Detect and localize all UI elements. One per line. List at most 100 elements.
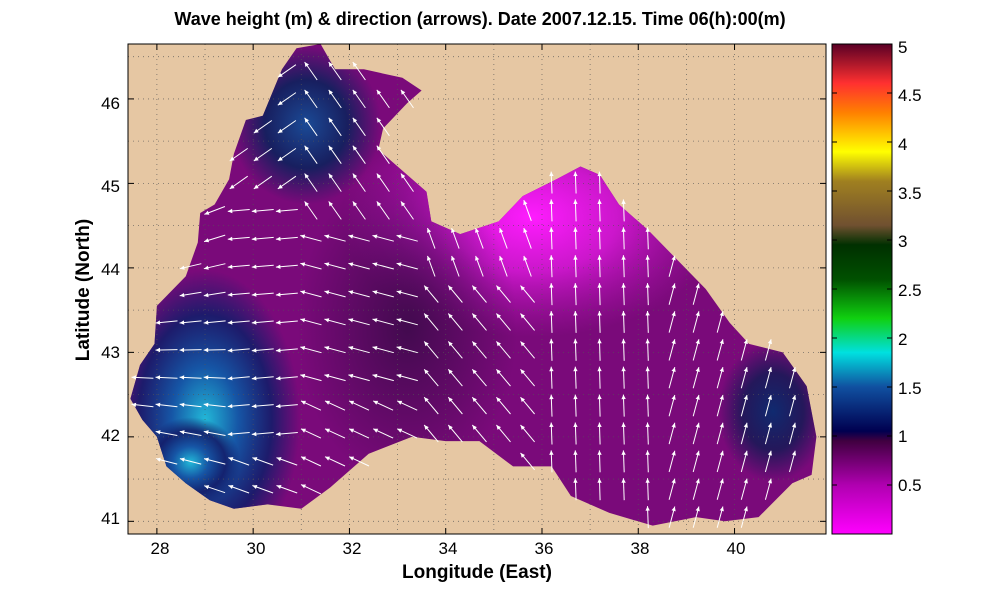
wave-arrow (251, 348, 274, 353)
wave-arrow (645, 227, 650, 250)
wave-arrow (447, 396, 463, 415)
wave-arrow (716, 478, 724, 500)
wave-arrow (400, 89, 414, 109)
wave-arrow (352, 173, 366, 192)
wave-arrow (597, 366, 602, 389)
wave-arrow (471, 313, 487, 331)
wave-arrow (668, 339, 676, 361)
colorbar-ticks (832, 43, 892, 486)
wave-arrow (277, 64, 297, 78)
wave-arrow (203, 291, 226, 298)
colorbar-tick-label: 5 (898, 38, 908, 57)
x-tick-label: 32 (342, 539, 362, 558)
wave-arrow (396, 428, 418, 439)
wave-arrow (348, 400, 370, 411)
colorbar-tick-label: 1.5 (898, 379, 922, 398)
wave-arrow (621, 255, 626, 278)
wave-arrow (396, 373, 418, 382)
wave-arrow (668, 422, 676, 445)
wave-arrow (253, 147, 273, 162)
wave-arrow (275, 292, 298, 297)
wave-arrow (573, 310, 578, 333)
wave-arrow (204, 206, 226, 215)
wave-arrow (597, 171, 602, 194)
plot-frame (127, 43, 827, 535)
wave-arrow (716, 450, 724, 473)
wave-arrow (716, 311, 724, 333)
wave-arrow (764, 394, 772, 417)
x-tick-label: 40 (726, 539, 746, 558)
wave-arrow (304, 89, 318, 109)
wave-arrow (427, 255, 436, 277)
wave-arrow (692, 506, 700, 528)
wave-arrow (376, 173, 390, 192)
wave-arrow (300, 456, 322, 467)
wave-arrow (499, 255, 508, 277)
wave-arrow (179, 263, 202, 270)
y-tick-label: 46 (101, 94, 120, 113)
wave-arrow (324, 234, 346, 242)
wave-arrow (300, 400, 322, 411)
wave-arrow (227, 404, 250, 409)
wave-arrow (645, 310, 650, 333)
wave-arrow (324, 400, 346, 411)
wave-arrow (471, 368, 487, 387)
wave-arrow (155, 320, 178, 325)
wave-arrow (645, 450, 650, 473)
wave-arrow (764, 478, 772, 500)
wave-arrow (621, 478, 626, 501)
wave-arrow (597, 394, 602, 417)
wave-arrow (253, 120, 273, 134)
wave-arrow (692, 311, 700, 333)
wave-arrow (324, 262, 346, 270)
wave-arrow (496, 424, 511, 443)
wave-arrow (227, 264, 250, 269)
wave-arrow (251, 404, 274, 409)
wave-arrow (475, 255, 484, 277)
wave-arrow (203, 320, 226, 325)
colorbar-tick-label: 4 (898, 135, 908, 154)
wave-arrow (447, 285, 463, 303)
wave-arrow (668, 506, 676, 528)
wave-arrow (597, 450, 602, 473)
wave-arrow (227, 348, 250, 353)
wave-arrow (352, 145, 366, 164)
wave-arrow (668, 478, 676, 500)
wave-arrow (692, 339, 700, 361)
wave-arrow (396, 346, 418, 354)
wave-arrow (328, 117, 342, 137)
wave-arrow (372, 262, 394, 270)
wave-arrow (155, 375, 178, 380)
wave-arrow (300, 346, 322, 354)
y-tick-label: 44 (101, 260, 120, 279)
wave-arrow (597, 283, 602, 306)
wave-arrow (300, 318, 322, 326)
wave-arrow (451, 255, 460, 277)
wave-arrow (275, 208, 298, 214)
wave-arrow (549, 171, 554, 194)
wave-arrow (304, 117, 318, 137)
wave-arrow (396, 400, 418, 411)
wave-arrow (573, 255, 578, 278)
wave-arrow (372, 400, 394, 411)
wave-arrow (376, 117, 390, 137)
wave-arrow (716, 506, 724, 528)
wave-arrow (621, 310, 626, 333)
wave-arrow (764, 366, 772, 389)
wave-arrow (597, 338, 602, 361)
wave-arrow (549, 283, 554, 306)
wave-arrow (328, 173, 342, 192)
wave-arrow (328, 201, 342, 220)
wave-arrow (352, 89, 366, 109)
wave-arrow (228, 485, 250, 494)
wave-arrow (520, 341, 535, 359)
wave-arrow (764, 339, 772, 361)
wave-arrow (277, 147, 297, 162)
wave-arrow (275, 404, 298, 409)
wave-arrow (251, 431, 274, 437)
wave-arrow (549, 255, 554, 278)
wave-arrow (645, 255, 650, 278)
wave-arrow (372, 318, 394, 326)
y-tick-label: 45 (101, 177, 120, 196)
wave-arrow (520, 285, 535, 303)
